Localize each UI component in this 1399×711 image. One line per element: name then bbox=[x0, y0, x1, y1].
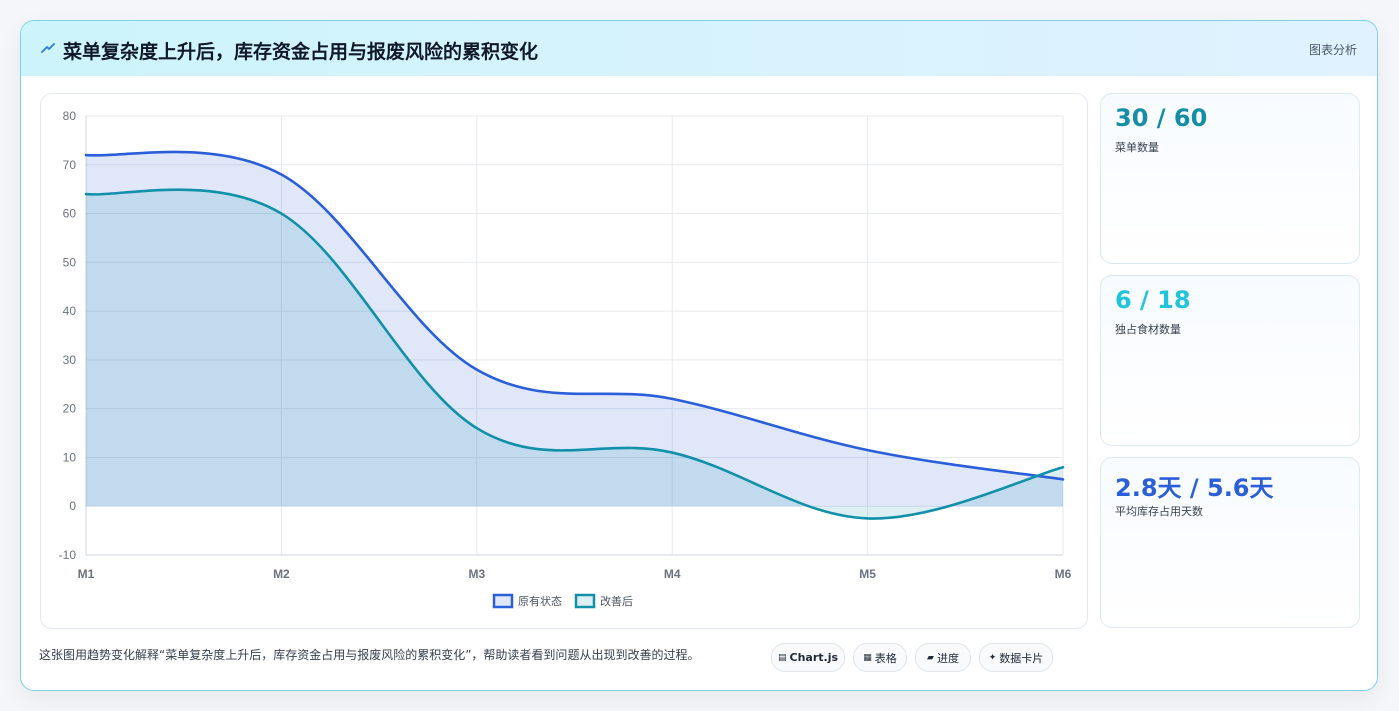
stat-card-menu-count: 30 / 60 菜单数量 bbox=[1100, 93, 1360, 264]
progress-icon: ▰ bbox=[927, 652, 934, 663]
y-tick-label: 30 bbox=[63, 353, 77, 367]
stat-value: 6 / 18 bbox=[1115, 286, 1191, 314]
chip-label: Chart.js bbox=[789, 651, 839, 664]
y-tick-label: 50 bbox=[63, 255, 77, 269]
series-area bbox=[86, 189, 1063, 519]
header-tag: 图表分析 bbox=[1308, 43, 1357, 57]
chip-chartjs[interactable]: ▤ Chart.js bbox=[771, 643, 845, 672]
x-tick-label: M1 bbox=[78, 567, 95, 581]
chip-label: 进度 bbox=[936, 651, 959, 665]
y-tick-label: 10 bbox=[63, 450, 77, 464]
stat-label: 菜单数量 bbox=[1115, 141, 1159, 154]
chip-table[interactable]: ▦ 表格 bbox=[853, 643, 907, 672]
stat-card-ingredient-count: 6 / 18 独占食材数量 bbox=[1100, 275, 1360, 446]
x-tick-label: M2 bbox=[273, 567, 290, 581]
stat-card-inventory-days: 2.8天 / 5.6天 平均库存占用天数 bbox=[1100, 457, 1360, 628]
chip-data-card[interactable]: ✦ 数据卡片 bbox=[979, 643, 1053, 672]
legend-label: 原有状态 bbox=[518, 594, 562, 608]
y-tick-label: 20 bbox=[63, 402, 77, 416]
x-tick-label: M6 bbox=[1055, 567, 1072, 581]
stat-value: 2.8天 / 5.6天 bbox=[1115, 474, 1274, 502]
x-tick-label: M3 bbox=[468, 567, 485, 581]
x-tick-label: M4 bbox=[664, 567, 681, 581]
y-tick-label: 60 bbox=[63, 207, 77, 221]
card-header: 菜单复杂度上升后，库存资金占用与报废风险的累积变化 图表分析 bbox=[21, 21, 1377, 76]
chart-description: 这张图用趋势变化解释“菜单复杂度上升后，库存资金占用与报废风险的累积变化”，帮助… bbox=[39, 648, 700, 662]
chip-progress[interactable]: ▰ 进度 bbox=[915, 643, 971, 672]
stat-label: 平均库存占用天数 bbox=[1115, 505, 1203, 518]
chart-card: 菜单复杂度上升后，库存资金占用与报废风险的累积变化 图表分析 80 70 60 50 4… bbox=[20, 20, 1378, 691]
table-icon: ▦ bbox=[863, 652, 872, 663]
y-tick-label: 80 bbox=[63, 109, 77, 123]
chart-icon: ▤ bbox=[777, 652, 787, 663]
chip-label: 表格 bbox=[874, 651, 897, 665]
page-title: 菜单复杂度上升后，库存资金占用与报废风险的累积变化 bbox=[63, 41, 539, 63]
y-tick-label: 40 bbox=[63, 304, 77, 318]
x-tick-label: M5 bbox=[859, 567, 876, 581]
legend-swatch bbox=[492, 593, 514, 609]
chip-label: 数据卡片 bbox=[999, 651, 1044, 665]
series-area bbox=[86, 151, 1063, 507]
trend-icon bbox=[41, 43, 55, 53]
y-tick-label: -10 bbox=[59, 548, 77, 562]
sparkle-icon: ✦ bbox=[988, 652, 997, 663]
stat-value: 30 / 60 bbox=[1115, 104, 1208, 132]
chart-panel: 80 70 60 50 40 30 20 10 0 -10 M1 M2 M3 M4 M5 M6 原有状态 改善后 bbox=[40, 93, 1088, 629]
y-tick-label: 70 bbox=[63, 158, 77, 172]
legend-label: 改善后 bbox=[600, 594, 633, 608]
series-line bbox=[84, 188, 1065, 520]
legend-swatch bbox=[574, 593, 596, 609]
y-tick-label: 0 bbox=[69, 499, 76, 513]
series-line bbox=[84, 150, 1065, 481]
stat-label: 独占食材数量 bbox=[1115, 323, 1181, 336]
